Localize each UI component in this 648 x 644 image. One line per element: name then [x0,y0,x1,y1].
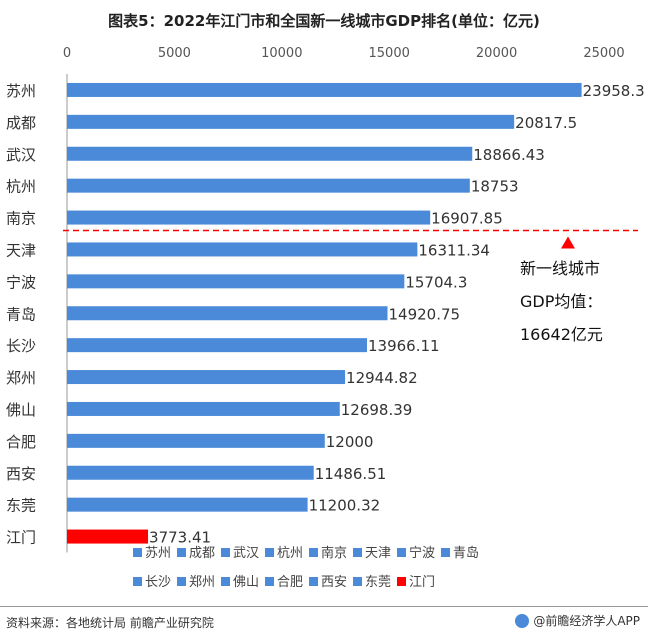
value-label: 11486.51 [315,465,387,483]
legend-swatch [309,577,318,586]
x-tick-label: 10000 [261,46,302,61]
value-label: 16907.85 [431,210,503,228]
value-label: 18866.43 [473,146,545,164]
legend-label: 东莞 [365,575,391,590]
category-label: 宁波 [6,273,36,291]
legend-swatch [353,577,362,586]
annotation-line-3: 16642亿元 [520,325,603,344]
average-annotation: 新一线城市 GDP均值： 16642亿元 [520,252,640,351]
category-label: 武汉 [6,146,36,164]
category-label: 杭州 [6,178,36,196]
x-tick-label: 25000 [583,46,624,61]
category-label: 郑州 [6,369,36,387]
legend-label: 武汉 [233,546,259,561]
value-label: 3773.41 [149,529,211,547]
bar [67,274,405,289]
x-tick-label: 15000 [369,46,410,61]
legend-label: 西安 [321,575,347,590]
brand-logo: @前瞻经济学人APP [515,612,640,629]
value-label: 18753 [471,178,519,196]
category-label: 西安 [6,465,36,483]
legend-swatch [397,577,406,586]
bar [67,401,340,416]
x-tick-label: 20000 [476,46,517,61]
legend-label: 杭州 [277,546,303,561]
annotation-line-1: 新一线城市 [520,259,601,278]
legend-label: 江门 [409,575,435,590]
bar-chart: 0 5000 10000 15000 20000 25000 苏州 23958.3 成都 2081… [6,46,645,590]
legend-swatch [441,548,450,557]
category-label: 青岛 [6,305,36,323]
brand-icon [515,613,530,628]
brand-text: @前瞻经济学人APP [533,614,640,628]
value-label: 12944.82 [346,369,418,387]
legend-swatch [221,577,230,586]
legend-label: 长沙 [145,575,171,590]
footer-divider [0,606,648,607]
x-tick-label: 5000 [158,46,191,61]
bar [67,210,431,225]
legend-label: 宁波 [409,545,435,561]
legend-swatch [309,548,318,557]
chart-title: 图表5：2022年江门市和全国新一线城市GDP排名(单位：亿元) [108,12,540,30]
value-label: 11200.32 [309,497,381,515]
legend-label: 青岛 [453,545,479,561]
category-label: 长沙 [6,337,36,355]
bar [67,370,346,385]
category-label: 南京 [6,210,36,228]
legend-label: 南京 [321,545,347,561]
category-label: 天津 [6,241,36,259]
category-label: 成都 [6,114,36,132]
bar [67,497,308,512]
legend-swatch [133,548,142,557]
bar [67,242,418,257]
value-label: 16311.34 [418,241,490,259]
legend-swatch [265,548,274,557]
legend-swatch [353,548,362,557]
bar [67,529,149,544]
value-label: 20817.5 [515,114,577,132]
category-label: 合肥 [6,433,36,451]
legend-label: 佛山 [233,575,259,590]
annotation-line-2: GDP均值： [520,292,603,311]
legend-swatch [397,548,406,557]
bar [67,178,470,193]
legend-swatch [221,548,230,557]
legend-label: 郑州 [189,575,215,590]
category-label: 东莞 [6,497,36,515]
value-label: 12000 [326,433,374,451]
value-label: 13966.11 [368,337,440,355]
legend-swatch [177,577,186,586]
legend-swatch [265,577,274,586]
bar [67,306,388,321]
source-note: 资料来源：各地统计局 前瞻产业研究院 [6,616,214,630]
value-label: 23958.3 [583,82,645,100]
average-marker-icon [561,236,575,249]
category-label: 苏州 [6,82,36,100]
legend-label: 成都 [189,546,215,561]
legend-swatch [133,577,142,586]
bar [67,114,515,129]
category-label: 江门 [6,529,36,547]
value-label: 15704.3 [405,273,467,291]
bar [67,338,367,353]
bar [67,433,325,448]
legend-label: 苏州 [145,545,171,561]
value-label: 14920.75 [388,305,460,323]
legend-label: 天津 [365,546,391,561]
bar [67,146,473,161]
bar [67,82,582,97]
legend-swatch [177,548,186,557]
bar [67,465,314,480]
legend-label: 合肥 [277,575,303,590]
x-tick-label: 0 [63,46,71,61]
value-label: 12698.39 [341,401,413,419]
category-label: 佛山 [6,401,36,419]
